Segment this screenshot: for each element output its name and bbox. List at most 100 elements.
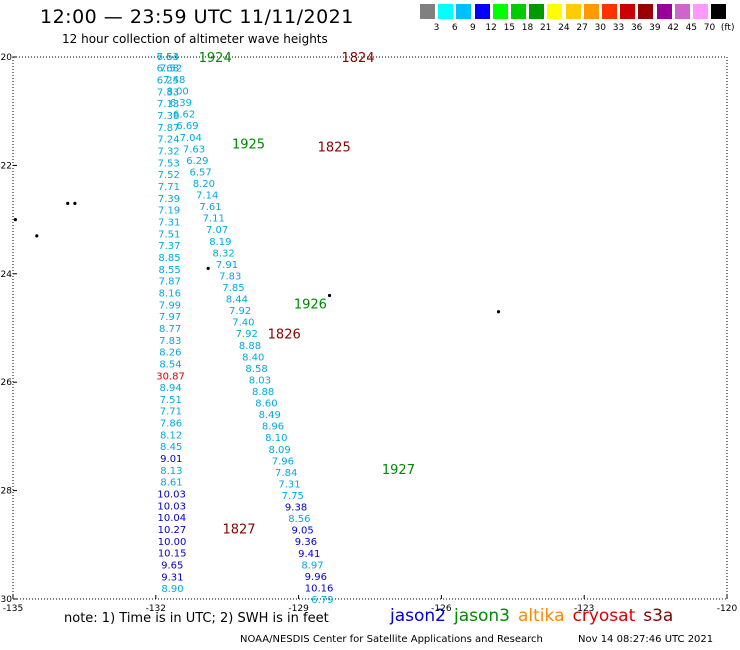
wave-height-value: 7.92	[229, 306, 251, 317]
color-scale-label: 36	[630, 23, 643, 33]
wave-height-value: 7.40	[232, 318, 254, 329]
wave-height-value: 8.49	[259, 410, 281, 421]
lon-tick-label: -120	[717, 604, 738, 614]
lat-tick-label: -20	[0, 53, 12, 63]
wave-height-value: 7.92	[236, 329, 258, 340]
satellite-legend-item: jason3	[454, 606, 510, 626]
wave-height-value: 7.97	[159, 312, 181, 323]
color-swatch	[656, 4, 672, 19]
wave-height-value: 7.84	[275, 468, 297, 479]
wave-height-value: 8.45	[160, 442, 182, 453]
pass-label: 1926	[294, 298, 327, 313]
timestamp-text: Nov 14 08:27:46 UTC 2021	[578, 634, 714, 645]
island-marker	[327, 293, 332, 298]
pass-label: 1824	[341, 51, 374, 66]
wave-height-value: 8.85	[158, 253, 180, 264]
wave-height-value: 7.96	[272, 456, 294, 467]
wave-height-value: 7.48	[163, 75, 185, 86]
axis-ticks: -135 -132 -129 -126 -123 -120 -20 -22 -24 -26 -28 -…	[0, 53, 737, 614]
island-marker	[206, 266, 210, 270]
satellite-legend-item: altika	[518, 606, 565, 626]
wave-height-value: 9.31	[161, 572, 183, 583]
color-swatch	[583, 4, 599, 19]
wave-height-value: 7.31	[158, 218, 180, 229]
pass-label: 1924	[199, 51, 232, 66]
wave-height-value: 10.27	[158, 525, 187, 536]
satellite-legend: jason2 jason3 altika cryosat s3a	[390, 606, 681, 626]
color-scale-label: 12	[485, 23, 497, 33]
wave-height-value: 7.75	[282, 491, 304, 502]
wave-height-value: 6.68	[157, 64, 179, 75]
pass-label: 1826	[268, 327, 301, 342]
wave-height-value: 6.62	[173, 110, 195, 121]
island-marker	[66, 201, 70, 205]
wave-height-value: 8.32	[213, 248, 235, 259]
wave-height-value: 8.96	[262, 422, 284, 433]
wave-height-value: 8.20	[193, 179, 215, 190]
wave-height-value: 7.52	[160, 63, 182, 74]
color-scale-label: 42	[667, 23, 679, 33]
pass-label: 1825	[318, 140, 351, 155]
pass-label: 1925	[232, 138, 265, 153]
wave-height-value: 8.13	[160, 466, 182, 477]
wave-height-value: 8.94	[160, 383, 182, 394]
wave-height-value: 8.40	[242, 352, 264, 363]
wave-height-value: 10.16	[305, 583, 334, 594]
wave-height-value: 6.64	[157, 52, 179, 63]
footer-note: note: 1) Time is in UTC; 2) SWH is in fe…	[64, 611, 329, 626]
wave-height-value: 8.10	[265, 433, 287, 444]
wave-height-value: 9.65	[161, 561, 183, 572]
color-scale-label: 33	[612, 23, 625, 33]
color-swatch	[456, 4, 472, 19]
color-scale-label: 30	[594, 23, 607, 33]
color-swatch	[693, 4, 708, 19]
wave-height-value: 8.60	[255, 399, 277, 410]
color-swatch	[420, 4, 435, 19]
wave-height-value: 6.69	[176, 121, 198, 132]
wave-height-value: 7.86	[160, 419, 182, 430]
island-marker	[496, 310, 501, 314]
wave-height-value: 8.54	[159, 359, 181, 370]
wave-height-value: 7.04	[180, 133, 202, 144]
color-swatch	[565, 4, 581, 19]
wave-height-value: 8.19	[209, 237, 231, 248]
lon-tick-label: -129	[288, 604, 309, 614]
lon-tick-label: -132	[146, 604, 166, 614]
wave-height-value: 7.24	[157, 135, 179, 146]
color-swatch	[438, 4, 454, 19]
color-swatch	[492, 4, 508, 19]
wave-height-value: 7.53	[158, 158, 180, 169]
satellite-legend-item: jason2	[390, 606, 446, 626]
pass-label: 1927	[382, 463, 415, 478]
color-swatch	[511, 4, 526, 19]
wave-height-value: 8.88	[239, 341, 261, 352]
color-swatch	[620, 4, 636, 19]
wave-height-value: 9.41	[298, 549, 320, 560]
wave-height-value: 7.14	[196, 191, 218, 202]
page-title: 12:00 — 23:59 UTC 11/11/2021	[40, 6, 354, 28]
wave-height-value: 7.63	[183, 144, 205, 155]
color-scale-label: 9	[470, 23, 476, 33]
wave-height-tracks: 7.537.527.488.006.396.626.697.047.636.29…	[156, 52, 333, 606]
wave-height-value: 7.38	[157, 111, 179, 122]
lat-tick-label: -22	[0, 161, 12, 171]
wave-height-value: 10.03	[157, 501, 186, 512]
color-scale-label: 39	[649, 23, 661, 33]
wave-height-value: 7.87	[159, 277, 181, 288]
color-swatch	[638, 4, 654, 19]
wave-height-value: 7.99	[159, 300, 181, 311]
color-scale-label: 18	[521, 23, 534, 33]
wave-height-value: 7.71	[160, 407, 182, 418]
lon-tick-label: -135	[3, 604, 23, 614]
color-swatch	[474, 4, 490, 19]
wave-height-value: 7.33	[157, 87, 179, 98]
wave-height-value: 8.00	[166, 87, 188, 98]
island-marker	[13, 218, 17, 222]
wave-height-value: 6.39	[170, 98, 192, 109]
color-scale-label: 6	[451, 23, 458, 33]
wave-height-value: 8.90	[161, 584, 183, 595]
lon-tick-label: -126	[431, 604, 452, 614]
wave-height-value: 10.00	[158, 537, 187, 548]
color-swatch	[529, 4, 545, 19]
